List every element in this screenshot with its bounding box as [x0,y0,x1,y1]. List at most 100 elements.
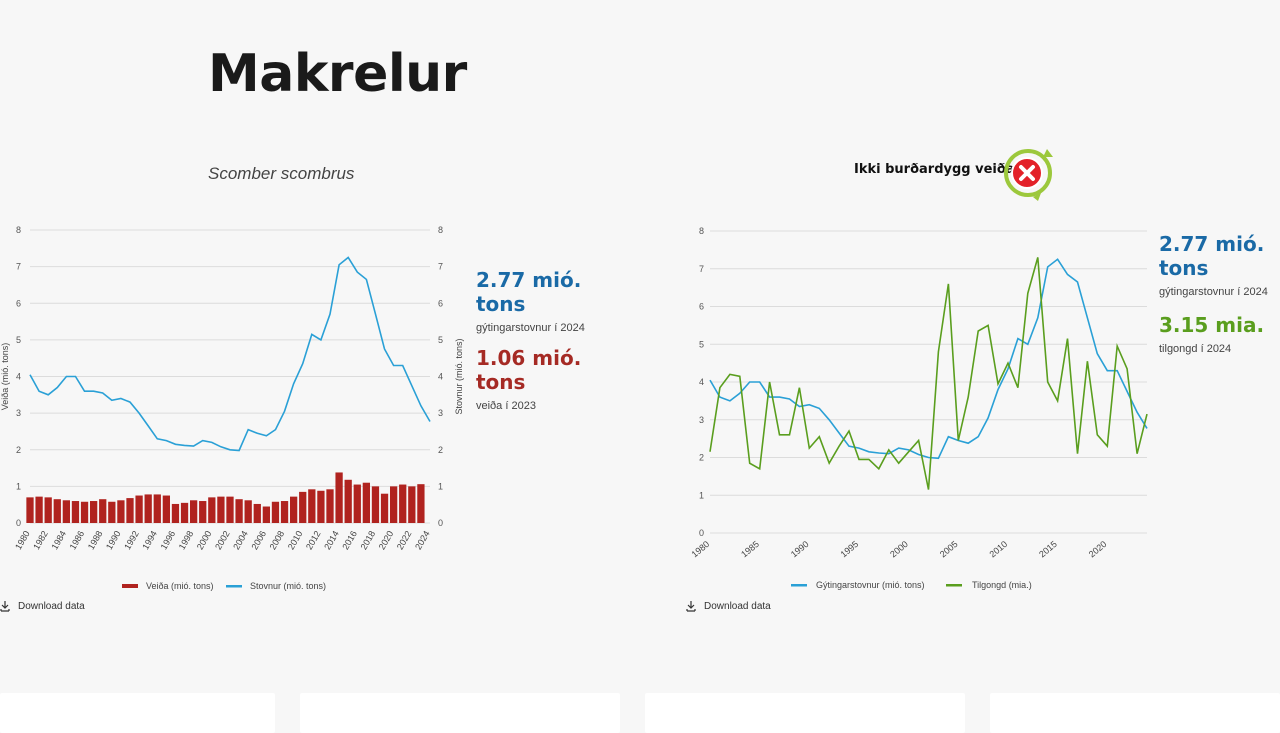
legend-swatch-recruitment [946,584,962,587]
left-catch-label: veiða í 2023 [476,400,536,412]
catch-bar [235,499,243,523]
related-card-3[interactable] [645,693,965,733]
left-catch-value: 1.06 mió. tons [476,346,582,394]
catch-bar [99,499,107,523]
catch-bar [144,494,152,523]
x-tick-label: 2000 [888,539,910,560]
not-sustainable-icon [1004,149,1053,201]
stock-line [29,256,431,452]
x-tick-label: 1990 [789,539,811,560]
x-tick-label: 2000 [195,529,214,551]
y-tick-label-right: 4 [438,372,443,382]
y-tick-label: 0 [699,528,704,538]
catch-bar [117,500,125,523]
catch-bar [380,493,389,523]
series-line [709,257,1148,490]
x-tick-label: 2020 [1087,539,1109,560]
y-tick-label-right: 5 [438,335,443,345]
catch-bar [353,484,361,523]
catch-bar [271,501,280,523]
sustainability-status-label: Ikki burðardygg veiða [854,162,1015,177]
y-tick-label-left: 0 [16,518,21,528]
catch-bar [190,500,198,523]
legend-label-catch: Veiða (mió. tons) [146,581,214,591]
y-tick-label-right: 7 [438,262,443,272]
page-title: Makrelur [208,44,467,104]
catch-bar [90,501,98,523]
catch-bar [80,501,89,523]
right-ssb-label: gýtingarstovnur í 2024 [1159,286,1268,298]
catch-bar [126,498,134,523]
legend-label-stock: Stovnur (mió. tons) [250,581,326,591]
catch-bar [390,486,398,523]
related-card-4[interactable] [990,693,1280,733]
ssb-and-recruitment-chart: 0 1 2 3 4 5 6 7 8 1980 1985 1990 1995 2000 2005 2010 201… [690,226,1148,590]
x-tick-label: 1994 [140,529,159,551]
x-tick-label: 1998 [177,529,196,551]
catch-bar [53,499,61,523]
right-stat-ssb: 2.77 mió. tons gýtingarstovnur í 2024 [1159,232,1279,298]
catch-bar [344,479,352,523]
y-tick-label-right: 1 [438,481,443,491]
x-tick-label: 1992 [122,529,141,551]
catch-bar [199,501,207,523]
left-stat-ssb: 2.77 mió. tons gýtingarstovnur í 2024 [476,268,606,334]
catch-bar [135,495,143,523]
y-tick-label-left: 4 [16,372,21,382]
download-data-label: Download data [18,600,85,612]
catch-bar [62,500,70,523]
x-tick-label: 2020 [377,529,396,551]
y-tick-label-right: 0 [438,518,443,528]
x-tick-label: 2010 [286,529,305,551]
left-ssb-label: gýtingarstovnur í 2024 [476,322,585,334]
y-axis-label-left: Veiða (mió. tons) [0,343,10,411]
legend-swatch-stock [226,585,242,588]
catch-bar [326,489,334,523]
y-tick-label: 8 [699,226,704,236]
download-data-link-left[interactable]: Download data [0,600,85,612]
x-tick-label: 2008 [268,529,287,551]
catch-bar [371,486,380,523]
right-recruitment-value: 3.15 mia. [1159,313,1265,337]
catch-bar [408,486,416,523]
catch-bar [299,491,307,523]
x-tick-label: 2016 [340,529,359,551]
catch-bar [208,497,216,523]
species-latin-name: Scomber scombrus [208,164,355,183]
x-tick-label: 2005 [938,539,960,560]
x-tick-label: 1985 [739,539,761,560]
catch-bar [335,472,343,523]
catch-bar [262,506,270,523]
legend-label-ssb: Gýtingarstovnur (mió. tons) [816,580,925,590]
y-tick-label: 5 [699,339,704,349]
legend-label-recruitment: Tilgongd (mia.) [972,580,1032,590]
y-tick-label: 7 [699,264,704,274]
y-tick-label-left: 1 [16,481,21,491]
catch-bar [280,501,289,523]
related-card-1[interactable] [0,693,275,733]
left-ssb-value: 2.77 mió. tons [476,268,582,316]
y-tick-label-left: 3 [16,408,21,418]
y-tick-label-right: 8 [438,225,443,235]
catch-bar [26,497,34,523]
download-data-label: Download data [704,600,771,612]
x-tick-label: 2022 [395,529,414,551]
related-card-2[interactable] [300,693,620,733]
x-tick-label: 2018 [359,529,378,551]
x-tick-label: 1996 [159,529,178,551]
download-icon [686,601,696,612]
y-tick-label-left: 8 [16,225,21,235]
x-tick-label: 2024 [413,529,432,551]
download-icon [0,601,10,612]
x-tick-label: 1988 [86,529,105,551]
x-tick-label: 1980 [13,529,32,551]
catch-bar [180,502,189,523]
y-tick-label-left: 6 [16,298,21,308]
catch-bar [417,484,425,523]
catch-and-stock-chart: 0 0 1 1 2 2 3 3 4 4 5 5 6 6 7 7 8 8 Veiða (mió. tons) Stovn… [0,225,464,591]
y-tick-label: 1 [699,490,704,500]
right-recruitment-label: tilgongd í 2024 [1159,343,1232,355]
x-tick-label: 1980 [690,539,712,560]
download-data-link-right[interactable]: Download data [686,600,771,612]
catch-bar [399,484,407,523]
